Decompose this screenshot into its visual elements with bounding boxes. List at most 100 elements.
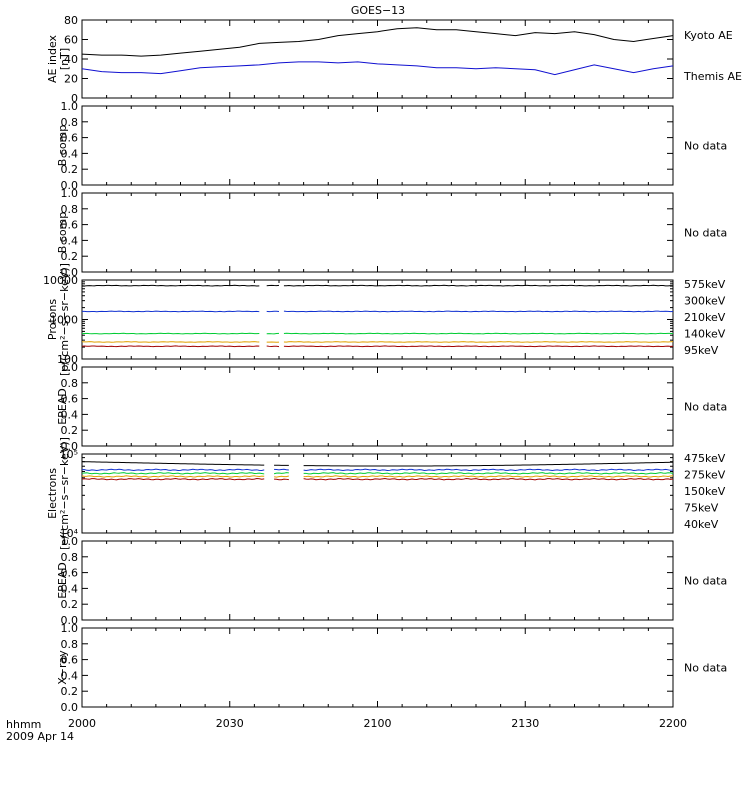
y-tick-label: 0.2 (61, 163, 79, 176)
y-tick-label: 60 (64, 34, 78, 47)
panel-frame (81, 192, 674, 273)
y-axis-unit-label: [e/(cm²−s−sr−keV)] (58, 437, 71, 550)
x-tick-label: 2200 (659, 717, 687, 730)
y-tick-label: 0.2 (61, 598, 79, 611)
y-tick-label: 0.0 (61, 440, 79, 453)
y-tick-label: 0.4 (61, 582, 79, 595)
panel-frame (81, 540, 674, 621)
y-tick-label: 1000 (50, 314, 78, 327)
y-tick-label: 0.8 (61, 551, 79, 564)
y-tick-label: 0.2 (61, 424, 79, 437)
panel-1: 0 20 40 60 80 AE index [nT] Kyoto AE Themis AE (46, 14, 742, 105)
series-line (81, 475, 265, 478)
y-tick-label: 10⁵ (60, 448, 78, 461)
y-tick-label: 0 (71, 92, 78, 105)
y-tick-label: 0.2 (61, 250, 79, 263)
y-tick-label: 40 (64, 53, 78, 66)
panel-2: 0.0 0.2 0.4 0.6 0.8 1.0 B comp No data (56, 100, 727, 192)
panel-3: 0.0 0.2 0.4 0.6 0.8 1.0 B comp No data (56, 187, 727, 279)
y-tick-label: 0.4 (61, 234, 79, 247)
series-line (81, 468, 265, 472)
series-line (81, 310, 260, 313)
legend-label: 150keV (684, 485, 726, 498)
plot-title: GOES−13 (351, 4, 405, 17)
legend-label: 300keV (684, 295, 726, 308)
y-tick-label: 0.6 (61, 219, 79, 232)
series-line (274, 478, 289, 481)
series-line (303, 478, 674, 481)
y-tick-label: 100 (57, 353, 78, 366)
y-tick-label: 0.4 (61, 408, 79, 421)
x-tick-label: 2100 (364, 717, 392, 730)
y-axis-label: EPEAD (56, 388, 69, 425)
y-tick-label: 0.6 (61, 567, 79, 580)
legend-label: 75keV (684, 502, 719, 515)
y-axis-label: Electrons (46, 468, 59, 519)
panel-frame (81, 279, 674, 360)
y-tick-label: 1.0 (61, 622, 79, 635)
legend-label: 95keV (684, 344, 719, 357)
y-tick-label: 0.2 (61, 685, 79, 698)
no-data-label: No data (684, 575, 727, 588)
panels-group: 0 20 40 60 80 AE index [nT] Kyoto AE Themis AE 0.… (43, 14, 742, 730)
series-line (81, 27, 674, 57)
panel-4: 100 1000 10000 Protons [p/(cm²−s−sr−keV)] 575… (43, 263, 726, 376)
no-data-label: No data (684, 140, 727, 153)
y-tick-label: 0.0 (61, 266, 79, 279)
series-line (81, 345, 260, 348)
series-line (81, 341, 260, 343)
series-line (283, 341, 674, 343)
legend-label: 140keV (684, 328, 726, 341)
y-axis-label: B comp (56, 125, 69, 167)
y-tick-label: 0.8 (61, 638, 79, 651)
y-tick-label: 0.8 (61, 203, 79, 216)
series-line (81, 461, 265, 466)
y-axis-label: EPEAD (56, 562, 69, 599)
series-line (283, 345, 674, 348)
y-tick-label: 10⁴ (60, 527, 79, 540)
x-tick-label: 2130 (511, 717, 539, 730)
legend-label: 475keV (684, 452, 726, 465)
series-line (283, 310, 674, 313)
series-line (81, 284, 260, 287)
y-tick-label: 10000 (43, 274, 78, 287)
series-line (274, 468, 289, 471)
y-tick-label: 80 (64, 14, 78, 27)
series-line (303, 472, 674, 475)
series-line (266, 345, 280, 348)
y-tick-label: 20 (64, 73, 78, 86)
y-axis-label: Protons (46, 299, 59, 340)
series-line (81, 61, 674, 76)
series-line (81, 472, 265, 475)
panel-5: 0.0 0.2 0.4 0.6 0.8 1.0 EPEAD No data (56, 361, 727, 453)
x-tick-label: 2000 (68, 717, 96, 730)
panel-7: 0.0 0.2 0.4 0.6 0.8 1.0 EPEAD No data (56, 535, 727, 627)
series-line (303, 468, 674, 472)
y-axis-label: X−ray (56, 650, 69, 685)
no-data-label: No data (684, 662, 727, 675)
y-tick-label: 1.0 (61, 361, 79, 374)
series-line (303, 475, 674, 478)
series-line (273, 472, 289, 475)
y-axis-unit-label: [nT] (58, 48, 71, 70)
legend-label: 40keV (684, 518, 719, 531)
legend-label: Kyoto AE (684, 29, 733, 42)
y-tick-label: 0.6 (61, 654, 79, 667)
legend-label: 210keV (684, 311, 726, 324)
series-line (273, 475, 289, 478)
x-axis-label-date: 2009 Apr 14 (6, 730, 74, 743)
y-axis-unit-label: [p/(cm²−s−sr−keV)] (58, 263, 71, 376)
series-line (81, 332, 260, 335)
panel-frame (81, 366, 674, 447)
y-tick-label: 0.8 (61, 377, 79, 390)
y-tick-label: 0.0 (61, 701, 79, 714)
y-tick-label: 0.6 (61, 132, 79, 145)
legend-label: 275keV (684, 469, 726, 482)
y-tick-label: 0.8 (61, 116, 79, 129)
y-tick-label: 1.0 (61, 187, 79, 200)
series-line (283, 332, 674, 335)
y-tick-label: 1.0 (61, 100, 79, 113)
series-line (303, 461, 674, 467)
